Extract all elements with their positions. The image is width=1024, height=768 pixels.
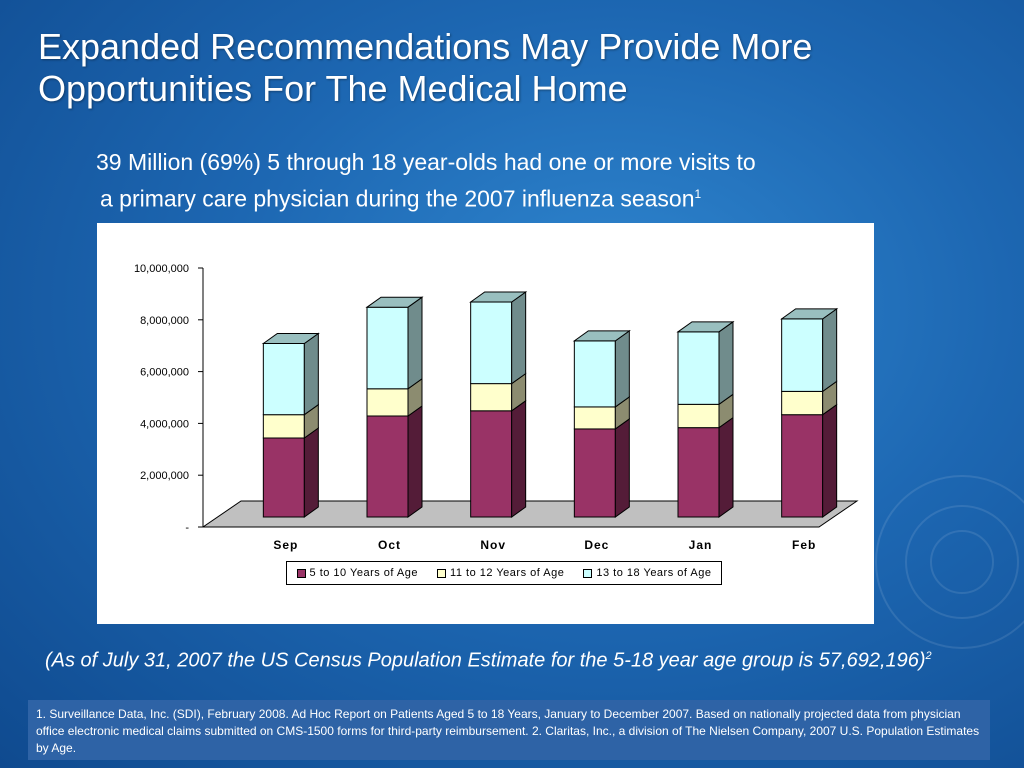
bar-segment-side bbox=[822, 307, 838, 393]
legend-label: 13 to 18 Years of Age bbox=[596, 567, 712, 579]
bar-top bbox=[780, 308, 839, 320]
x-tick-label: Sep bbox=[273, 538, 298, 552]
stacked-bar-chart: - 2,000,000 4,000,000 6,000,000 8,000,000 10,… bbox=[134, 263, 859, 552]
bar-segment-side bbox=[511, 291, 527, 385]
bar-top bbox=[365, 296, 424, 308]
bar-segment bbox=[262, 437, 305, 518]
legend-swatch bbox=[583, 568, 593, 578]
bar-segment-side bbox=[407, 405, 423, 518]
legend-item: 11 to 12 Years of Age bbox=[437, 567, 564, 579]
legend-swatch bbox=[437, 568, 447, 578]
bar-segment-side bbox=[718, 320, 734, 406]
bar-segment bbox=[262, 414, 305, 439]
footnote-text: 1. Surveillance Data, Inc. (SDI), Februa… bbox=[36, 707, 980, 755]
slide-title: Expanded Recommendations May Provide Mor… bbox=[38, 26, 998, 110]
slide-subtitle: 39 Million (69%) 5 through 18 year-olds … bbox=[96, 146, 936, 215]
y-tick-label: 10,000,000 bbox=[134, 263, 189, 275]
bar-segment bbox=[573, 406, 616, 430]
chart-legend: 5 to 10 Years of Age 11 to 12 Years of Ag… bbox=[286, 561, 722, 585]
bar-segment-side bbox=[511, 399, 527, 518]
bar-segment bbox=[573, 428, 616, 518]
bar-segment-side bbox=[614, 417, 630, 518]
bar-segment bbox=[573, 340, 616, 408]
legend-item: 5 to 10 Years of Age bbox=[296, 567, 418, 579]
bar-top bbox=[572, 330, 631, 342]
title-line-2: Opportunities For The Medical Home bbox=[38, 68, 628, 109]
bar-segment bbox=[366, 388, 409, 417]
legend-swatch bbox=[296, 568, 306, 578]
bar-segment bbox=[781, 414, 824, 518]
bar-segment-side bbox=[303, 332, 319, 416]
bar-segment bbox=[470, 383, 513, 412]
bar-segment bbox=[262, 342, 305, 416]
x-tick-label: Jan bbox=[689, 538, 713, 552]
bar-segment-side bbox=[718, 416, 734, 518]
census-note: (As of July 31, 2007 the US Census Popul… bbox=[45, 644, 985, 673]
bar-segment-side bbox=[614, 329, 630, 408]
y-tick-label: 8,000,000 bbox=[140, 315, 189, 327]
bar-segment bbox=[366, 306, 409, 390]
x-tick-label: Nov bbox=[480, 538, 506, 552]
bar-top bbox=[261, 332, 320, 344]
bar-segment-side bbox=[822, 403, 838, 518]
x-tick-label: Oct bbox=[378, 538, 401, 552]
subtitle-line-2: a primary care physician during the 2007… bbox=[96, 178, 936, 215]
census-note-footnote-ref: 2 bbox=[925, 650, 932, 662]
bar-segment bbox=[781, 390, 824, 416]
bar-top bbox=[676, 321, 735, 333]
bar-top bbox=[469, 291, 528, 303]
legend-label: 5 to 10 Years of Age bbox=[309, 567, 418, 579]
bar-segment-side bbox=[303, 427, 319, 518]
bar-segment bbox=[781, 318, 824, 392]
bar-segment bbox=[677, 403, 720, 429]
census-note-text: (As of July 31, 2007 the US Census Popul… bbox=[45, 649, 926, 672]
title-line-1: Expanded Recommendations May Provide Mor… bbox=[38, 26, 813, 67]
chart-container: - 2,000,000 4,000,000 6,000,000 8,000,000 10,… bbox=[97, 223, 874, 624]
footnote-box: 1. Surveillance Data, Inc. (SDI), Februa… bbox=[28, 700, 990, 760]
y-tick-label: 2,000,000 bbox=[140, 470, 189, 482]
subtitle-footnote-ref: 1 bbox=[694, 187, 702, 201]
bar-segment-side bbox=[407, 296, 423, 390]
y-tick-label: 4,000,000 bbox=[140, 418, 189, 430]
bar-segment bbox=[470, 410, 513, 518]
legend-label: 11 to 12 Years of Age bbox=[450, 567, 565, 579]
x-tick-label: Feb bbox=[792, 538, 816, 552]
bar-segment bbox=[366, 415, 409, 518]
ripple-decoration bbox=[875, 475, 1024, 649]
bar-segment bbox=[677, 331, 720, 405]
subtitle-line-2-text: a primary care physician during the 2007… bbox=[100, 185, 695, 212]
y-tick-label: 6,000,000 bbox=[140, 367, 189, 379]
subtitle-line-1: 39 Million (69%) 5 through 18 year-olds … bbox=[96, 149, 756, 175]
y-tick-label: - bbox=[185, 522, 189, 534]
x-tick-label: Dec bbox=[584, 538, 609, 552]
bar-segment bbox=[470, 301, 513, 385]
bar-segment bbox=[677, 427, 720, 518]
legend-item: 13 to 18 Years of Age bbox=[583, 567, 711, 579]
